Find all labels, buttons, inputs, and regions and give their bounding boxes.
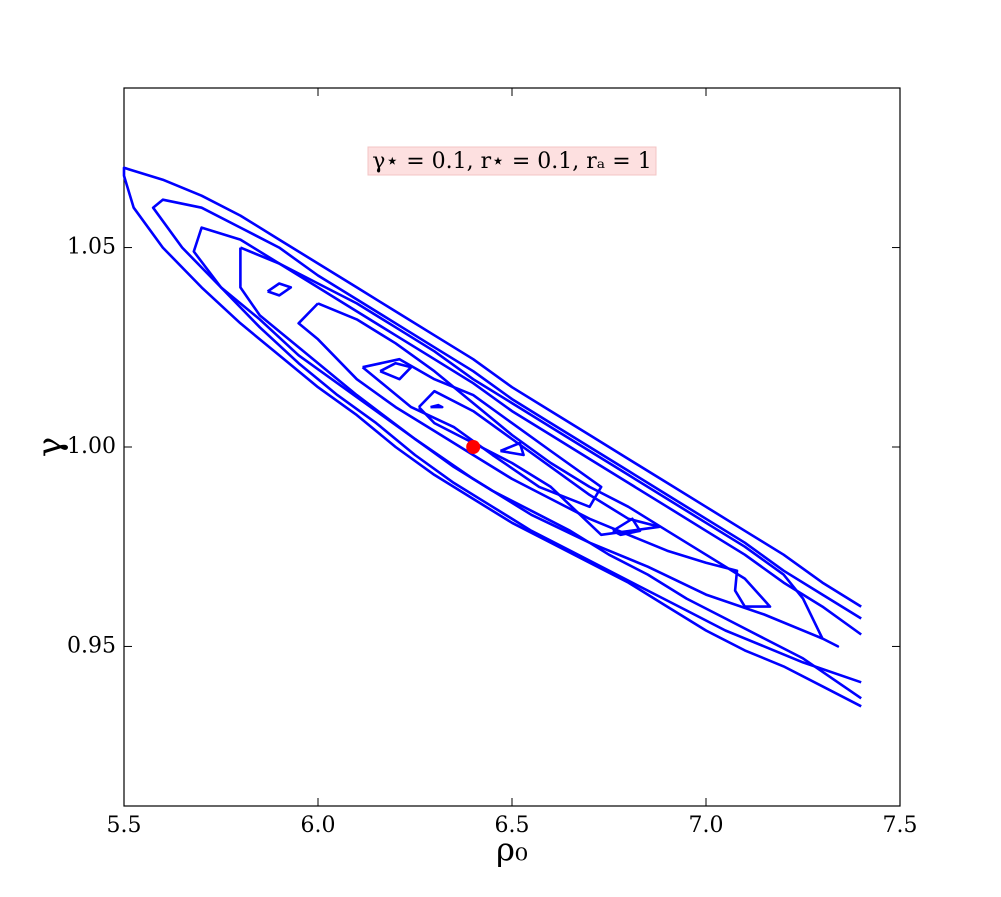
contour-line	[122, 166, 862, 708]
contour-line	[417, 389, 661, 537]
contour-line	[297, 302, 772, 608]
contour-line	[612, 517, 642, 537]
contour-line	[266, 282, 293, 297]
contour-line	[192, 226, 862, 684]
annotation: γ⋆ = 0.1, r⋆ = 0.1, rₐ = 1	[372, 149, 651, 174]
y-axis-label: γ	[30, 437, 70, 457]
point	[466, 440, 481, 454]
y-tick-label: 1.00	[67, 434, 116, 459]
x-tick-label: 6.0	[301, 813, 336, 838]
x-tick-label: 6.5	[495, 813, 530, 838]
contour-line	[239, 246, 840, 648]
x-tick-label: 7.5	[883, 813, 918, 838]
annotation-box	[367, 146, 657, 176]
contour-line	[361, 357, 603, 509]
y-tick-label: 1.05	[67, 235, 116, 260]
x-tick-label: 5.5	[107, 813, 142, 838]
contour-line	[430, 403, 444, 409]
contour-line	[151, 198, 862, 700]
x-tick-label: 7.0	[689, 813, 724, 838]
contour-line	[499, 441, 525, 457]
contour-line	[379, 361, 413, 381]
x-axis-label: ρ₀	[496, 831, 528, 869]
y-tick-label: 0.95	[67, 633, 116, 658]
